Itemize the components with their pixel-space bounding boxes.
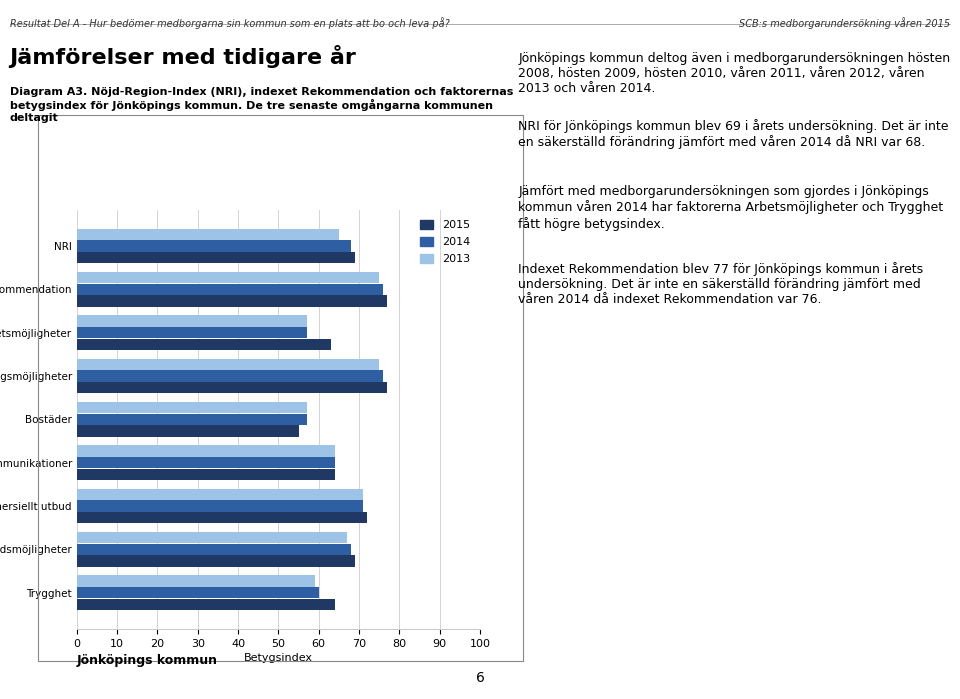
Bar <box>77 359 379 370</box>
Text: 6: 6 <box>475 671 485 685</box>
Bar <box>77 370 383 382</box>
Text: Jönköpings kommun: Jönköpings kommun <box>77 654 218 667</box>
Bar <box>77 272 379 283</box>
Bar <box>77 327 306 338</box>
Legend: 2015, 2014, 2013: 2015, 2014, 2013 <box>415 215 474 269</box>
Bar <box>77 296 387 307</box>
Text: Diagram A3. Nöjd-Region-Index (NRI), indexet Rekommendation och faktorernas
bety: Diagram A3. Nöjd-Region-Index (NRI), ind… <box>10 87 513 123</box>
Bar <box>77 315 306 326</box>
Bar <box>77 426 299 437</box>
Bar <box>77 229 339 240</box>
Bar <box>77 240 351 252</box>
Bar <box>77 469 335 480</box>
Bar <box>77 532 347 543</box>
Bar <box>77 339 331 350</box>
Text: Jönköpings kommun deltog även i medborgarundersökningen hösten 2008, hösten 2009: Jönköpings kommun deltog även i medborga… <box>518 52 950 96</box>
Text: Resultat Del A - Hur bedömer medborgarna sin kommun som en plats att bo och leva: Resultat Del A - Hur bedömer medborgarna… <box>10 17 449 29</box>
Bar <box>77 489 363 500</box>
Bar <box>77 382 387 394</box>
Bar <box>77 512 367 524</box>
Bar <box>77 402 306 413</box>
Bar <box>77 445 335 456</box>
Text: Jämförelser med tidigare år: Jämförelser med tidigare år <box>10 45 356 69</box>
Bar <box>77 544 351 555</box>
Bar <box>77 587 319 598</box>
Text: Jämfört med medborgarundersökningen som gjordes i Jönköpings kommun våren 2014 h: Jämfört med medborgarundersökningen som … <box>518 185 944 231</box>
Bar <box>77 500 363 512</box>
Bar <box>77 414 306 425</box>
Bar <box>77 599 335 610</box>
Bar <box>77 252 355 264</box>
Bar <box>77 284 383 295</box>
Bar <box>77 457 335 468</box>
Bar <box>77 556 355 567</box>
X-axis label: Betygsindex: Betygsindex <box>244 653 313 663</box>
Text: NRI för Jönköpings kommun blev 69 i årets undersökning. Det är inte en säkerstäl: NRI för Jönköpings kommun blev 69 i året… <box>518 119 948 149</box>
Text: SCB:s medborgarundersökning våren 2015: SCB:s medborgarundersökning våren 2015 <box>739 17 950 29</box>
Bar <box>77 575 315 586</box>
Text: Indexet Rekommendation blev 77 för Jönköpings kommun i årets undersökning. Det ä: Indexet Rekommendation blev 77 för Jönkö… <box>518 262 924 306</box>
